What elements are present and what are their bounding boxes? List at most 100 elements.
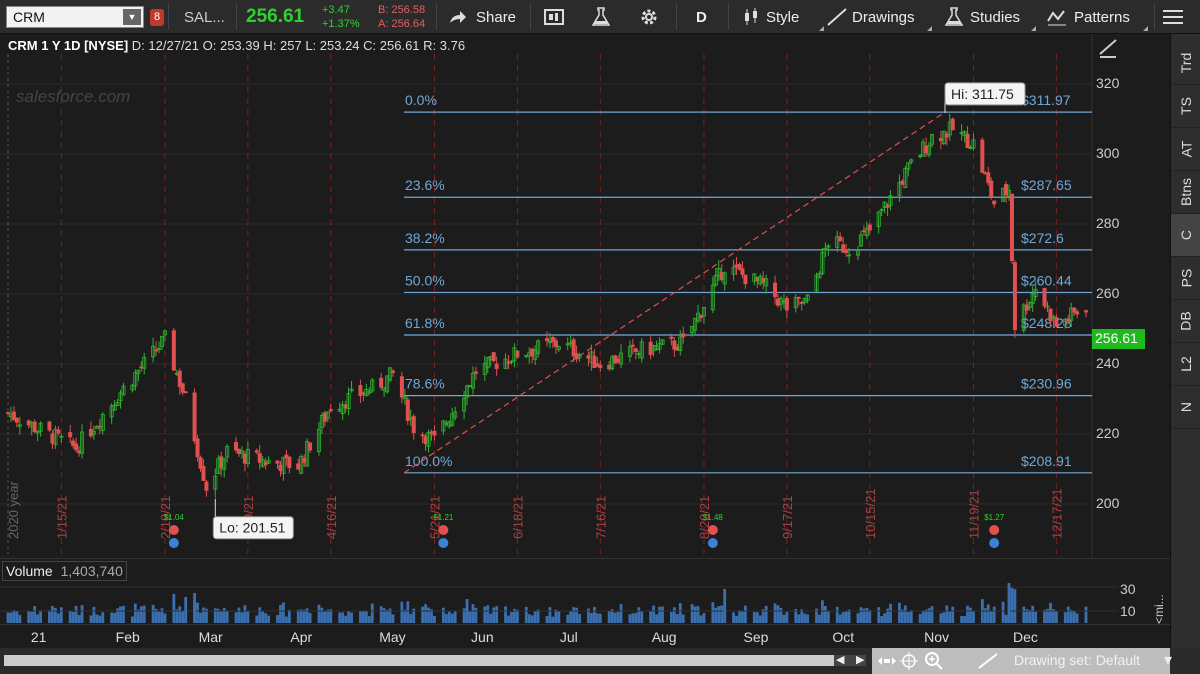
chart-settings-button[interactable] — [544, 0, 564, 34]
studies-button[interactable]: Studies — [944, 0, 1036, 34]
candle-body — [11, 411, 16, 421]
volume-bar — [282, 602, 285, 623]
volume-bar — [308, 613, 312, 623]
volume-bar — [545, 615, 549, 623]
settings-button[interactable] — [639, 0, 659, 34]
price-chart-panel[interactable]: 1/15/212/19/213/19/214/16/215/21/216/18/… — [0, 34, 1170, 558]
scrollbar-thumb[interactable] — [4, 655, 834, 666]
menu-button[interactable] — [1162, 0, 1184, 34]
sidebar-tab-trd[interactable]: Trd — [1171, 42, 1200, 85]
sidebar-tab-db[interactable]: DB — [1171, 300, 1200, 343]
candle-body — [305, 441, 310, 467]
candle-body — [805, 294, 810, 301]
chart-expand-button[interactable] — [1096, 36, 1120, 58]
candle-body — [56, 429, 61, 434]
candle-body — [441, 420, 446, 432]
volume-bar — [572, 607, 576, 623]
candle-body — [639, 341, 644, 359]
crosshair-icon[interactable] — [900, 652, 918, 670]
drawings-button[interactable]: Drawings — [826, 0, 932, 34]
volume-bar — [261, 611, 265, 623]
hi-label: Hi: 311.75 — [951, 86, 1014, 102]
volume-bar — [421, 606, 425, 623]
sidebar-tab-label: PS — [1178, 268, 1194, 288]
scroll-right-icon[interactable]: ▶ — [856, 654, 865, 666]
horizontal-scrollbar[interactable] — [4, 655, 866, 666]
volume-bar — [77, 615, 81, 623]
alert-badge[interactable]: 8 — [150, 9, 164, 26]
candle-body — [59, 435, 64, 438]
volume-bar — [752, 612, 756, 623]
volume-bar — [1022, 606, 1026, 623]
volume-bar — [590, 613, 593, 623]
chart-grid — [0, 34, 1093, 558]
volume-bar — [966, 605, 969, 623]
sidebar-tab-l2[interactable]: L2 — [1171, 343, 1200, 386]
candle-body — [234, 441, 239, 451]
dropdown-corner-icon — [927, 26, 932, 31]
sidebar-tab-c[interactable]: C — [1171, 214, 1200, 257]
volume-bar — [1031, 605, 1035, 623]
volume-bar — [441, 607, 445, 623]
volume-bar — [939, 613, 943, 623]
volume-bar — [806, 614, 810, 623]
volume-bar — [181, 610, 185, 623]
price-axis-label: 320 — [1096, 75, 1120, 91]
fit-icon[interactable] — [876, 653, 898, 669]
volume-bar — [969, 607, 972, 623]
last-price: 256.61 — [246, 6, 305, 27]
collapse-panel-button[interactable]: <mi... — [1150, 586, 1170, 626]
volume-bar — [675, 614, 679, 623]
volume-bar — [255, 615, 259, 623]
flask-button[interactable] — [592, 0, 610, 34]
drawing-set-label[interactable]: Drawing set: Default — [1014, 652, 1141, 668]
volume-bar — [403, 609, 407, 623]
time-axis[interactable]: 21 Feb Mar Apr May Jun Jul Aug Sep Oct Nov Dec — [0, 624, 1170, 648]
candle-body — [681, 333, 686, 338]
sidebar-tab-at[interactable]: AT — [1171, 128, 1200, 171]
dividend-label: $1.27 — [984, 513, 1005, 522]
volume-bar — [649, 610, 653, 623]
style-button[interactable]: Style — [742, 0, 824, 34]
date-marker-label: 10/15/21 — [863, 488, 878, 539]
candle-body — [204, 481, 209, 491]
candle-body — [180, 383, 185, 393]
drawing-set-dropdown-icon[interactable]: ▾ — [1164, 652, 1173, 669]
volume-panel[interactable]: Volume 1,403,740 30 10 — [0, 558, 1170, 624]
fib-level-percent: 50.0% — [405, 272, 445, 288]
symbol-input[interactable]: CRM ▼ — [6, 6, 144, 28]
sidebar-tab-ts[interactable]: TS — [1171, 85, 1200, 128]
candle-body — [53, 429, 58, 446]
sidebar-tab-ps[interactable]: PS — [1171, 257, 1200, 300]
volume-axis-10: 10 — [1120, 603, 1136, 619]
symbol-dropdown-icon[interactable]: ▼ — [123, 9, 141, 25]
volume-bar — [889, 603, 892, 623]
scroll-left-icon[interactable]: ◀ — [836, 654, 845, 666]
date-marker-label: 6/18/21 — [510, 496, 525, 539]
volume-bar — [30, 611, 34, 623]
volume-bar — [216, 608, 220, 623]
candle-body — [793, 297, 798, 309]
month-label: Nov — [924, 629, 950, 645]
volume-canvas[interactable] — [0, 559, 1170, 625]
month-label: Sep — [743, 629, 769, 645]
candle-body — [222, 458, 227, 470]
volume-bar — [1049, 602, 1052, 623]
drawing-pencil-icon[interactable] — [976, 652, 1000, 670]
volume-bar — [607, 611, 611, 623]
period-button[interactable]: D — [696, 0, 707, 34]
share-button[interactable]: Share — [448, 0, 516, 34]
price-chart-canvas[interactable]: 1/15/212/19/213/19/214/16/215/21/216/18/… — [0, 34, 1170, 558]
volume-bar — [213, 608, 217, 623]
dividend-icon — [707, 525, 718, 535]
candle-body — [577, 354, 582, 359]
zoom-icon[interactable] — [924, 651, 944, 671]
patterns-button[interactable]: Patterns — [1046, 0, 1148, 34]
candle-body — [678, 336, 683, 351]
candle-body — [515, 350, 520, 358]
sidebar-tab-n[interactable]: N — [1171, 386, 1200, 429]
volume-bar — [296, 609, 300, 623]
candle-body — [195, 438, 200, 458]
sidebar-tab-btns[interactable]: Btns — [1171, 171, 1200, 214]
right-sidebar: Trd TS AT Btns C PS DB L2 N — [1170, 34, 1200, 648]
